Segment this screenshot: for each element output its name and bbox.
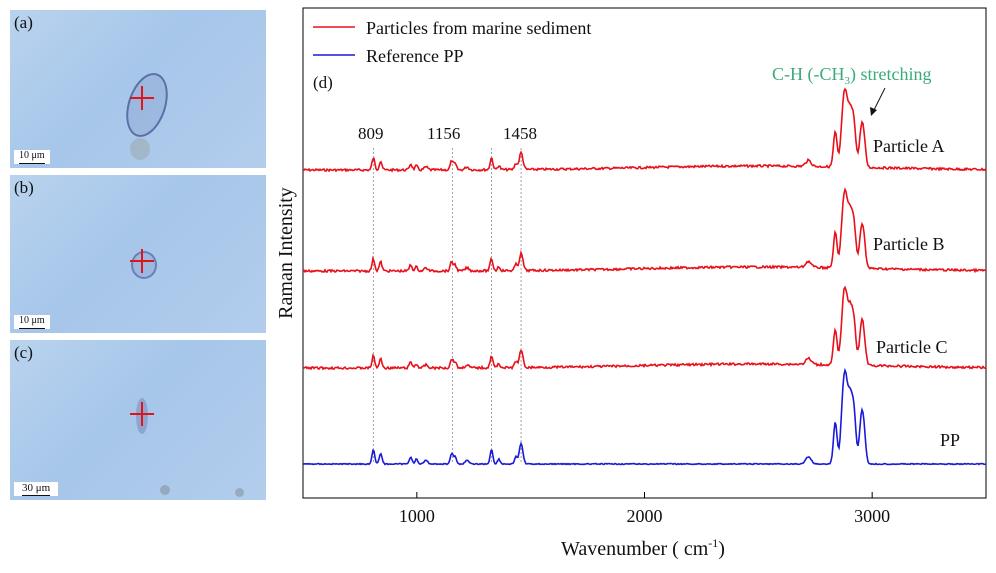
debris-spot (160, 485, 170, 495)
annotation-sub: 3 (845, 75, 851, 87)
scale-bar-line (19, 328, 45, 329)
scale-bar-label: 10 μm (19, 150, 45, 161)
shadow-spot (130, 138, 150, 160)
x-axis-title-end: ) (718, 538, 725, 560)
scale-bar-label: 10 μm (19, 315, 45, 326)
legend-label-marine: Particles from marine sediment (366, 18, 591, 38)
reference-lines (372, 148, 522, 462)
panel-label: (b) (14, 178, 34, 197)
peak-label-809: 809 (358, 124, 384, 143)
particle-shape (131, 251, 157, 279)
micrograph-c: (c) 30 μm (10, 340, 266, 500)
x-tick-label: 1000 (399, 506, 435, 526)
ch-stretch-annotation: C-H (-CH3) stretching (772, 64, 931, 87)
micrograph-b: (b) 10 μm (10, 175, 266, 333)
scale-bar: 30 μm (14, 482, 59, 496)
debris-spot (235, 488, 244, 497)
spectrum-line-particle-c (302, 285, 987, 371)
spectrum-line-particle-a (302, 87, 987, 173)
x-axis-ticks: 1000 2000 3000 (399, 492, 890, 526)
y-axis-title: Raman Intensity (275, 187, 297, 319)
scale-bar-line (19, 163, 45, 164)
crosshair-marker (130, 86, 154, 110)
series-label-c: Particle C (876, 337, 947, 357)
x-axis-title-sup: -1 (708, 536, 718, 550)
peak-label-1458: 1458 (503, 124, 537, 143)
x-axis-title-main: Wavenumber ( cm (561, 538, 709, 560)
x-tick-label: 3000 (854, 506, 890, 526)
legend-label-reference: Reference PP (366, 46, 463, 66)
crosshair-marker (130, 402, 154, 426)
annotation-end: ) stretching (850, 64, 931, 85)
series-label-a: Particle A (873, 136, 944, 156)
spectra (302, 87, 987, 466)
annotation-arrow (872, 87, 886, 113)
micrograph-a: (a) 10 μm (10, 10, 266, 168)
spectrum-line-particle-b (302, 187, 987, 274)
panel-label: (c) (14, 343, 33, 362)
series-label-b: Particle B (873, 234, 944, 254)
scale-bar-line (22, 495, 51, 496)
spectrum-line-pp (302, 367, 987, 466)
scale-bar-label: 30 μm (22, 482, 51, 494)
scale-bar: 10 μm (14, 315, 50, 329)
x-axis-title: Wavenumber ( cm-1) (561, 536, 725, 560)
peak-label-1156: 1156 (427, 124, 460, 143)
crosshair-marker (130, 249, 154, 273)
x-tick-label: 2000 (627, 506, 663, 526)
annotation-main: C-H (-CH (772, 64, 845, 85)
panel-label-d: (d) (313, 73, 333, 92)
scale-bar: 10 μm (14, 150, 50, 164)
annotation-arrowhead (870, 107, 877, 116)
panel-label: (a) (14, 13, 33, 32)
series-label-pp: PP (940, 430, 960, 450)
